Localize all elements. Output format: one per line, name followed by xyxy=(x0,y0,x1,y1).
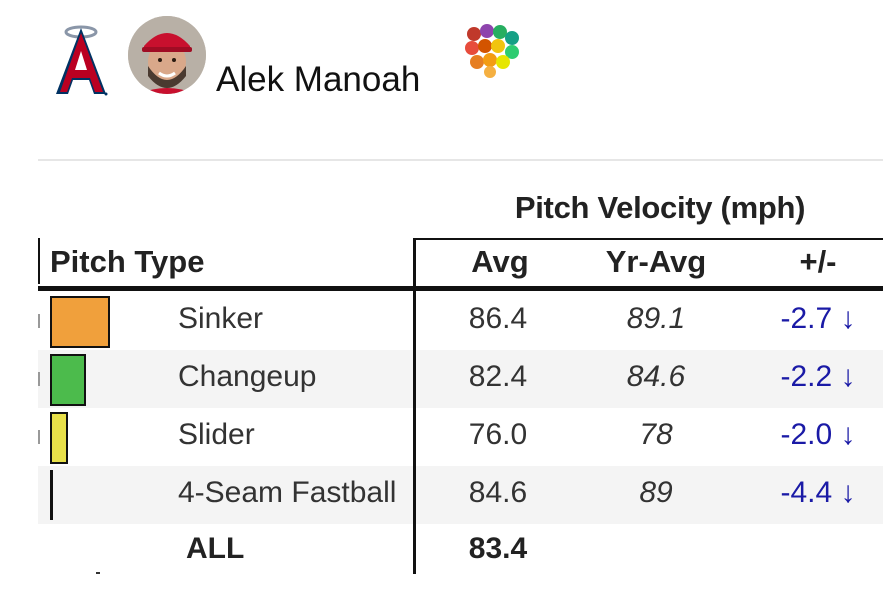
column-header-diff: +/- xyxy=(799,244,837,279)
avg-cell: 86.4 xyxy=(468,302,528,335)
diff-cell: -2.0 ↓ xyxy=(780,418,856,451)
header-divider xyxy=(38,159,883,161)
group-header-rule xyxy=(414,238,883,240)
column-header-pitch-type: Pitch Type xyxy=(50,244,205,279)
diff-cell: -2.7 ↓ xyxy=(780,302,856,335)
pitch-swatch xyxy=(50,354,86,406)
table-row: Changeup 82.4 84.6 -2.2 ↓ xyxy=(38,350,883,408)
row-tick xyxy=(38,314,40,328)
table-row: Sinker 86.4 89.1 -2.7 ↓ xyxy=(38,292,883,350)
avg-cell: 84.6 xyxy=(468,476,528,509)
yr-avg-cell: 84.6 xyxy=(626,360,686,393)
table-row: 4-Seam Fastball 84.6 89 -4.4 ↓ xyxy=(38,466,883,524)
yr-avg-cell: 89.1 xyxy=(626,302,686,335)
pitch-name: Sinker xyxy=(178,302,264,335)
diff-cell: -4.4 ↓ xyxy=(780,476,856,509)
total-avg: 83.4 xyxy=(468,532,528,565)
diff-cell: -2.2 ↓ xyxy=(780,360,856,393)
avg-cell: 82.4 xyxy=(468,360,528,393)
pitch-color-palette-icon xyxy=(465,24,519,78)
table-left-edge xyxy=(38,238,40,284)
column-header-avg: Avg xyxy=(471,244,529,279)
pitch-swatch xyxy=(50,296,110,348)
pitch-swatch xyxy=(50,412,68,464)
player-avatar xyxy=(128,16,206,94)
header-rule xyxy=(38,286,883,291)
pitch-name: Slider xyxy=(178,418,255,451)
row-tick xyxy=(38,372,40,386)
avg-cell: 76.0 xyxy=(468,418,528,451)
player-name: Alek Manoah xyxy=(216,60,421,99)
column-divider xyxy=(413,238,416,574)
footer-mark xyxy=(96,572,100,574)
pitch-name: 4-Seam Fastball xyxy=(178,476,397,509)
group-header: Pitch Velocity (mph) xyxy=(514,190,806,225)
yr-avg-cell: 78 xyxy=(639,418,673,451)
row-tick xyxy=(38,430,40,444)
column-header-yr-avg: Yr-Avg xyxy=(605,244,707,279)
pitch-swatch xyxy=(50,470,53,520)
angels-logo-icon xyxy=(56,25,108,96)
pitch-name: Changeup xyxy=(178,360,317,393)
total-label: ALL xyxy=(186,532,245,565)
table-row: Slider 76.0 78 -2.0 ↓ xyxy=(38,408,883,466)
yr-avg-cell: 89 xyxy=(639,476,673,509)
